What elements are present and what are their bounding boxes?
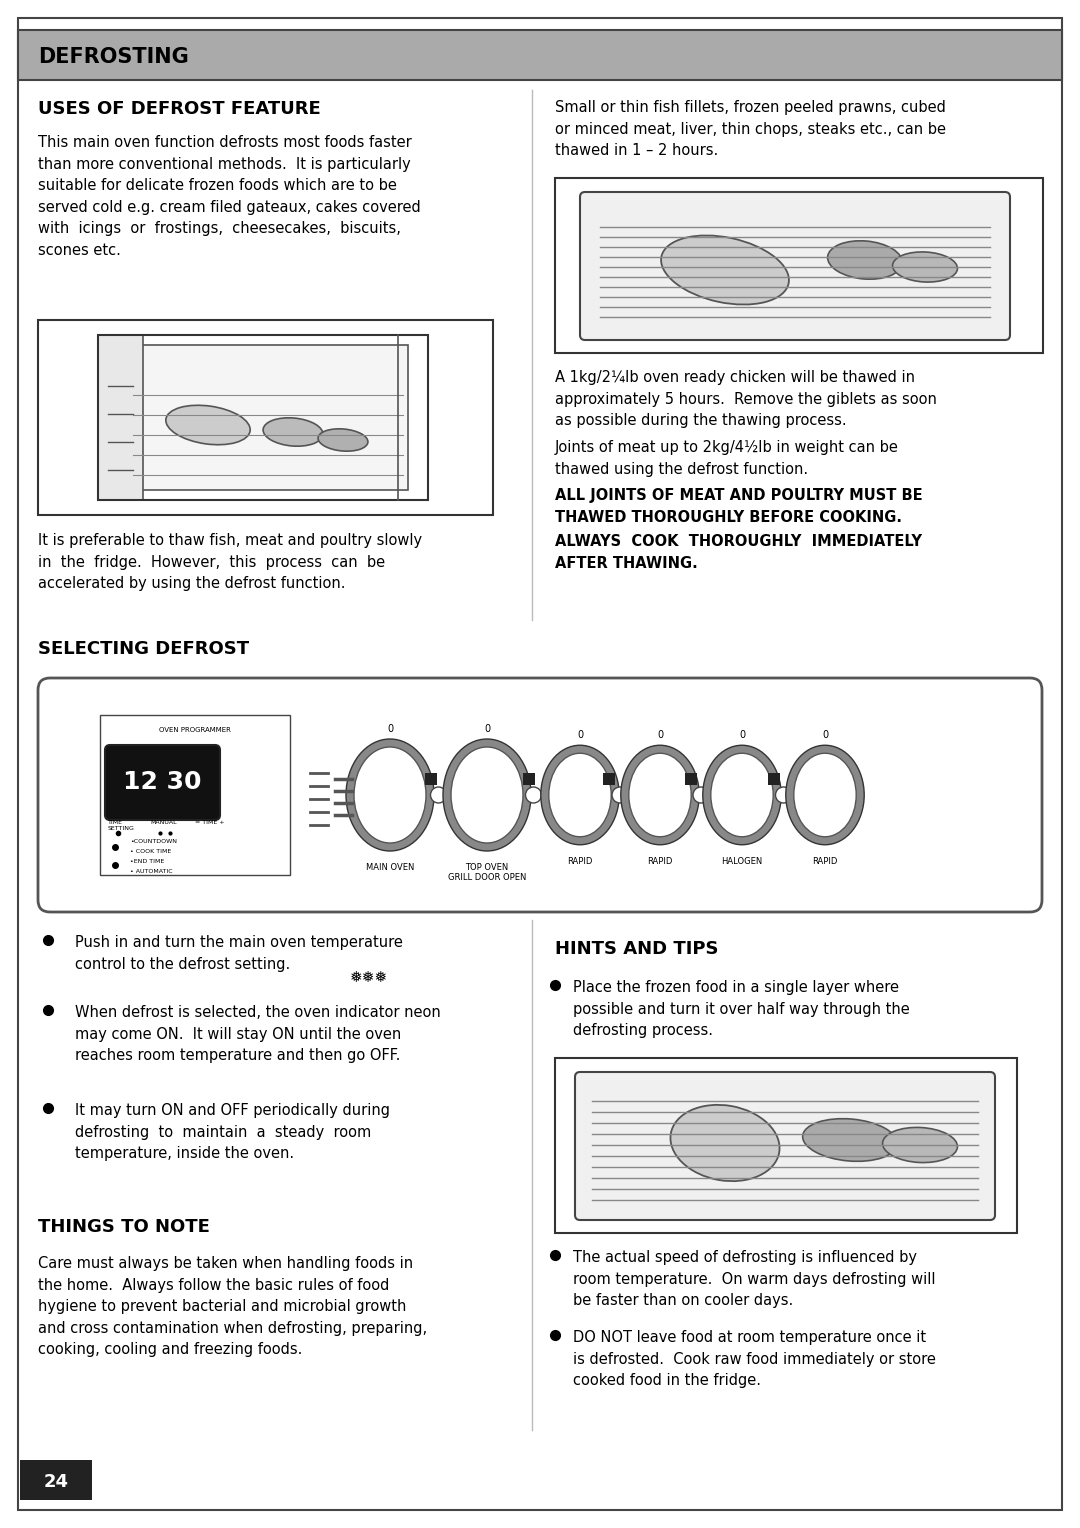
Text: 0: 0 <box>739 730 745 740</box>
Text: Care must always be taken when handling foods in
the home.  Always follow the ba: Care must always be taken when handling … <box>38 1256 427 1357</box>
Bar <box>603 773 615 785</box>
Text: USES OF DEFROST FEATURE: USES OF DEFROST FEATURE <box>38 99 321 118</box>
Bar <box>555 177 1043 353</box>
Text: HINTS AND TIPS: HINTS AND TIPS <box>555 940 718 958</box>
Bar <box>523 773 535 785</box>
Ellipse shape <box>671 1105 780 1181</box>
FancyBboxPatch shape <box>105 746 220 821</box>
Ellipse shape <box>541 746 619 845</box>
Text: DEFROSTING: DEFROSTING <box>38 47 189 67</box>
Text: Joints of meat up to 2kg/4½Ib in weight can be
thawed using the defrost function: Joints of meat up to 2kg/4½Ib in weight … <box>555 440 899 477</box>
Ellipse shape <box>354 747 426 843</box>
Text: Push in and turn the main oven temperature
control to the defrost setting.: Push in and turn the main oven temperatu… <box>75 935 403 972</box>
Ellipse shape <box>661 235 788 304</box>
Ellipse shape <box>443 740 531 851</box>
Ellipse shape <box>882 1128 958 1163</box>
Text: • COOK TIME: • COOK TIME <box>130 850 172 854</box>
Text: The actual speed of defrosting is influenced by
room temperature.  On warm days : The actual speed of defrosting is influe… <box>573 1250 935 1308</box>
FancyBboxPatch shape <box>575 1073 995 1219</box>
Text: It is preferable to thaw fish, meat and poultry slowly
in  the  fridge.  However: It is preferable to thaw fish, meat and … <box>38 533 422 591</box>
Text: MANUAL: MANUAL <box>150 821 177 825</box>
Text: •COUNTDOWN: •COUNTDOWN <box>130 839 177 843</box>
Text: 0: 0 <box>657 730 663 740</box>
Bar <box>38 319 492 515</box>
Ellipse shape <box>451 747 523 843</box>
Ellipse shape <box>549 753 611 837</box>
Text: MAIN OVEN: MAIN OVEN <box>366 863 415 872</box>
Bar <box>685 773 697 785</box>
Text: TOP OVEN
GRILL DOOR OPEN: TOP OVEN GRILL DOOR OPEN <box>448 863 526 882</box>
Text: 0: 0 <box>577 730 583 740</box>
Circle shape <box>612 787 627 804</box>
Bar <box>138 345 408 490</box>
FancyBboxPatch shape <box>38 678 1042 912</box>
Ellipse shape <box>166 405 251 445</box>
Text: It may turn ON and OFF periodically during
defrosting  to  maintain  a  steady  : It may turn ON and OFF periodically duri… <box>75 1103 390 1161</box>
Bar <box>768 773 780 785</box>
Text: DO NOT leave food at room temperature once it
is defrosted.  Cook raw food immed: DO NOT leave food at room temperature on… <box>573 1329 936 1389</box>
Bar <box>98 335 428 500</box>
Ellipse shape <box>711 753 773 837</box>
Text: HALOGEN: HALOGEN <box>721 857 762 866</box>
Text: Place the frozen food in a single layer where
possible and turn it over half way: Place the frozen food in a single layer … <box>573 979 909 1038</box>
Text: • AUTOMATIC: • AUTOMATIC <box>130 869 173 874</box>
Text: When defrost is selected, the oven indicator neon
may come ON.  It will stay ON : When defrost is selected, the oven indic… <box>75 1005 441 1063</box>
Text: Small or thin fish fillets, frozen peeled prawns, cubed
or minced meat, liver, t: Small or thin fish fillets, frozen peele… <box>555 99 946 159</box>
Bar <box>555 1057 1017 1233</box>
Bar <box>426 773 437 785</box>
Bar <box>21 1459 92 1500</box>
Ellipse shape <box>703 746 781 845</box>
Bar <box>100 715 291 876</box>
Bar <box>18 31 1062 79</box>
Text: ❅❅❅: ❅❅❅ <box>350 970 388 986</box>
Text: = TIME +: = TIME + <box>195 821 225 825</box>
Circle shape <box>693 787 708 804</box>
Circle shape <box>431 787 446 804</box>
Text: RAPID: RAPID <box>812 857 838 866</box>
Ellipse shape <box>629 753 691 837</box>
Ellipse shape <box>827 241 903 280</box>
Text: 0: 0 <box>484 724 490 733</box>
FancyBboxPatch shape <box>580 193 1010 341</box>
Text: •END TIME: •END TIME <box>130 859 164 863</box>
Text: 24: 24 <box>43 1473 68 1491</box>
Circle shape <box>775 787 792 804</box>
Ellipse shape <box>794 753 856 837</box>
Bar <box>98 335 143 500</box>
Text: RAPID: RAPID <box>567 857 593 866</box>
Ellipse shape <box>319 429 368 451</box>
Text: A 1kg/2¼Ib oven ready chicken will be thawed in
approximately 5 hours.  Remove t: A 1kg/2¼Ib oven ready chicken will be th… <box>555 370 936 428</box>
Text: This main oven function defrosts most foods faster
than more conventional method: This main oven function defrosts most fo… <box>38 134 421 258</box>
Text: 12 30: 12 30 <box>123 770 201 795</box>
Ellipse shape <box>621 746 699 845</box>
Ellipse shape <box>346 740 434 851</box>
Text: ALL JOINTS OF MEAT AND POULTRY MUST BE
THAWED THOROUGHLY BEFORE COOKING.: ALL JOINTS OF MEAT AND POULTRY MUST BE T… <box>555 487 922 524</box>
Text: 0: 0 <box>822 730 828 740</box>
Ellipse shape <box>264 417 323 446</box>
Text: OVEN PROGRAMMER: OVEN PROGRAMMER <box>159 727 231 733</box>
Ellipse shape <box>802 1118 897 1161</box>
Text: SELECTING DEFROST: SELECTING DEFROST <box>38 640 249 659</box>
Text: 0: 0 <box>387 724 393 733</box>
Text: ALWAYS  COOK  THOROUGHLY  IMMEDIATELY
AFTER THAWING.: ALWAYS COOK THOROUGHLY IMMEDIATELY AFTER… <box>555 533 922 570</box>
Circle shape <box>526 787 541 804</box>
Ellipse shape <box>786 746 864 845</box>
Ellipse shape <box>892 252 958 283</box>
Text: TIME
SETTING: TIME SETTING <box>108 821 135 831</box>
Text: RAPID: RAPID <box>647 857 673 866</box>
Text: THINGS TO NOTE: THINGS TO NOTE <box>38 1218 210 1236</box>
